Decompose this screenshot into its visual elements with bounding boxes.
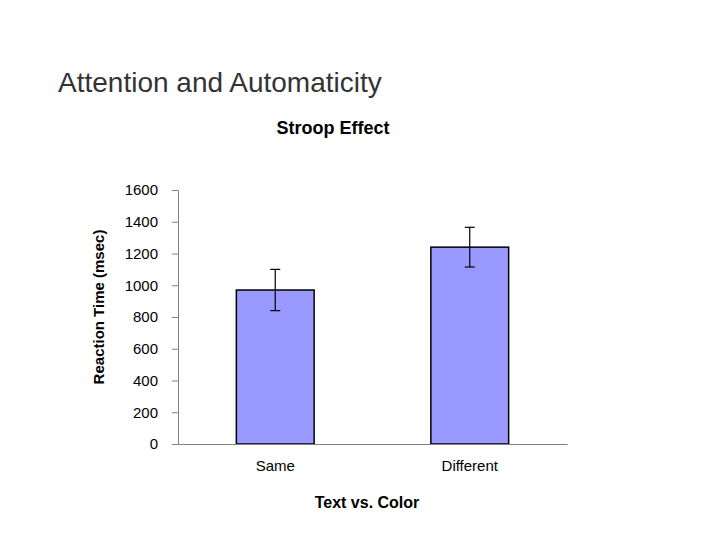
tick: 400 (133, 372, 178, 389)
tick-mark (172, 412, 178, 413)
bar (236, 290, 314, 444)
tick: 1600 (125, 181, 178, 198)
tick-mark (172, 190, 178, 191)
axis-line (178, 191, 179, 445)
error-bar-stem (469, 227, 470, 267)
slide-title: Attention and Automaticity (58, 67, 382, 98)
tick-label: 800 (133, 308, 158, 325)
chart: Attention and Automaticity Stroop Effect 0… (0, 0, 720, 540)
bar (431, 247, 509, 444)
tick-mark (172, 381, 178, 382)
tick-mark (172, 222, 178, 223)
tick-label: 1400 (125, 213, 158, 230)
tick-label: 200 (133, 404, 158, 421)
tick-mark (172, 285, 178, 286)
tick-label: 600 (133, 340, 158, 357)
tick-mark (172, 317, 178, 318)
tick: Same (256, 457, 295, 474)
tick-label: Different (442, 457, 499, 474)
error-bar-cap (465, 227, 475, 228)
error-bar-cap (270, 269, 280, 270)
tick: 200 (133, 404, 178, 421)
tick: 1400 (125, 213, 178, 230)
tick: 0 (150, 435, 178, 452)
error-bar (270, 269, 280, 310)
tick-mark (172, 254, 178, 255)
error-bar (465, 227, 475, 267)
tick-label: 400 (133, 372, 158, 389)
tick-label: 1600 (125, 181, 158, 198)
y-axis-title: Reaction Time (msec) (90, 230, 107, 385)
tick-mark (172, 349, 178, 350)
tick-label: 0 (150, 435, 158, 452)
error-bar-stem (275, 269, 276, 310)
tick-label: 1000 (125, 277, 158, 294)
chart-title: Stroop Effect (276, 118, 389, 138)
x-axis-title: Text vs. Color (315, 494, 420, 511)
tick-label: Same (256, 457, 295, 474)
tick: 600 (133, 340, 178, 357)
tick: 800 (133, 308, 178, 325)
tick: Different (442, 457, 499, 474)
x-axis: Same Different (179, 445, 568, 474)
error-bar-cap (270, 310, 280, 311)
axis-line (179, 444, 568, 445)
y-axis: 0 200 400 600 800 1000 1200 1400 1600 (125, 181, 179, 452)
tick-label: 1200 (125, 245, 158, 262)
marks (236, 227, 508, 444)
error-bar-cap (465, 266, 475, 267)
tick: 1200 (125, 245, 178, 262)
tick-mark (172, 444, 178, 445)
tick: 1000 (125, 277, 178, 294)
